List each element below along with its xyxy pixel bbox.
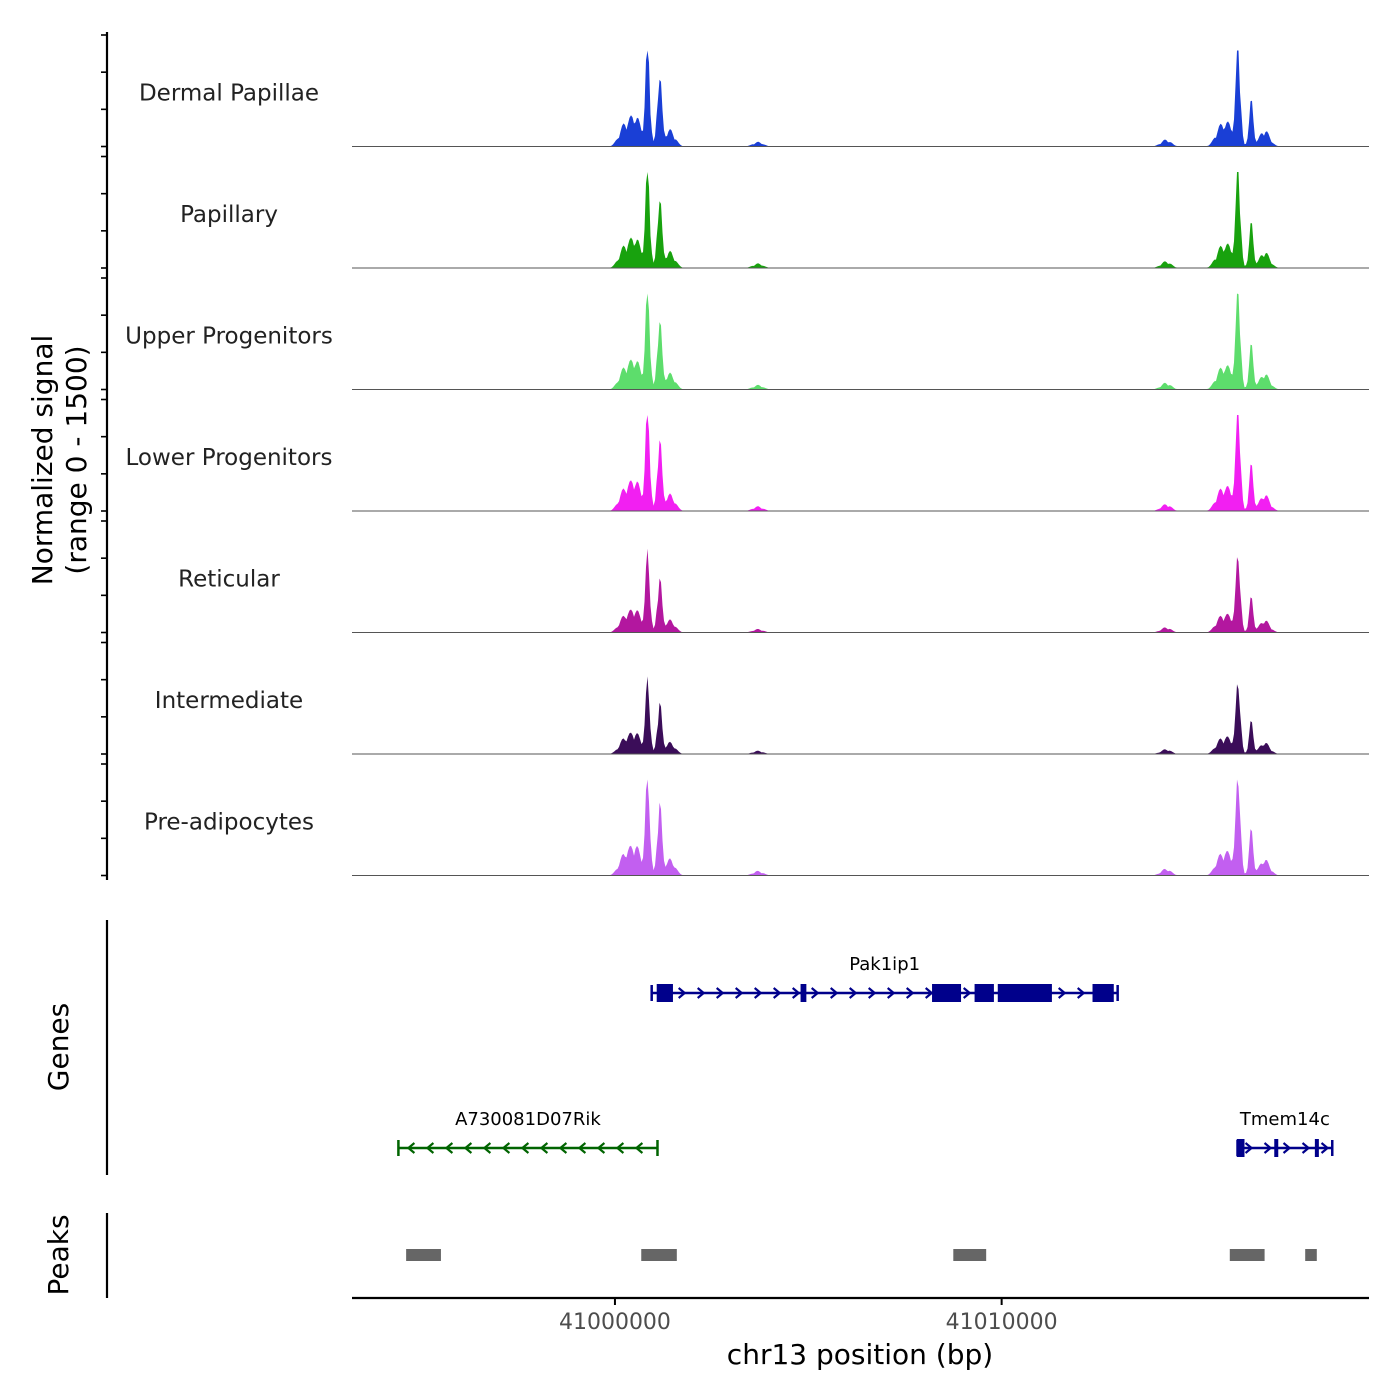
- strand-arrow: [1244, 1142, 1254, 1154]
- y-axis-title-line2: (range 0 - 1500): [60, 345, 93, 574]
- strand-arrow: [482, 1142, 492, 1154]
- strand-arrow: [520, 1142, 530, 1154]
- strand-arrow: [696, 987, 706, 999]
- strand-arrow: [558, 1142, 568, 1154]
- coverage-area: [352, 172, 1369, 268]
- gene-exon: [1092, 984, 1101, 1002]
- x-tick-label: 41010000: [946, 1310, 1058, 1335]
- strand-arrow: [905, 987, 915, 999]
- peak-regions: [406, 1249, 1317, 1261]
- gene-exon: [1314, 1139, 1319, 1157]
- peak-region: [1229, 1249, 1265, 1261]
- gene-annotations: Pak1ip1 A730081D07Rik Tmem14c: [397, 954, 1334, 1157]
- strand-arrow: [677, 987, 687, 999]
- track-label: Reticular: [178, 567, 280, 593]
- strand-arrow: [734, 987, 744, 999]
- strand-arrow: [1263, 1142, 1273, 1154]
- track-label: Pre-adipocytes: [144, 810, 314, 836]
- strand-arrow: [596, 1142, 606, 1154]
- peak-region: [953, 1249, 987, 1261]
- gene-label: A730081D07Rik: [455, 1109, 601, 1130]
- gene-exon: [1274, 1139, 1279, 1157]
- strand-arrow: [406, 1142, 416, 1154]
- strand-arrow: [829, 987, 839, 999]
- track-label: Upper Progenitors: [125, 324, 333, 350]
- gene-exon: [800, 984, 807, 1002]
- gene-exon: [932, 984, 962, 1002]
- coverage-track-4: Lower Progenitors: [126, 415, 1369, 512]
- strand-arrow: [772, 987, 782, 999]
- strand-arrow: [425, 1142, 435, 1154]
- gene-a730081d07rik: A730081D07Rik: [397, 1109, 659, 1156]
- strand-arrow: [463, 1142, 473, 1154]
- strand-arrow: [810, 987, 820, 999]
- strand-arrow: [867, 987, 877, 999]
- gene-exon: [997, 984, 1052, 1002]
- track-label: Dermal Papillae: [139, 81, 319, 107]
- strand-arrow: [539, 1142, 549, 1154]
- track-label: Lower Progenitors: [126, 445, 333, 471]
- coverage-area: [352, 548, 1369, 633]
- strand-arrow: [1282, 1142, 1292, 1154]
- y-axis-title: Normalized signal (range 0 - 1500): [26, 335, 93, 586]
- coverage-area: [352, 293, 1369, 390]
- coverage-track-1: Dermal Papillae: [139, 50, 1369, 147]
- coverage-track-2: Papillary: [180, 172, 1369, 269]
- strand-arrow: [886, 987, 896, 999]
- strand-arrow: [1301, 1142, 1311, 1154]
- x-axis-ticks: 41000000 41010000: [559, 1298, 1058, 1335]
- peaks-panel-title: Peaks: [42, 1214, 75, 1295]
- strand-arrow: [848, 987, 858, 999]
- gene-exon: [656, 984, 673, 1002]
- track-label: Papillary: [180, 202, 278, 228]
- strand-arrow: [753, 987, 763, 999]
- peak-region: [406, 1249, 441, 1261]
- coverage-area: [352, 676, 1369, 754]
- coverage-y-axis-ticks: [101, 34, 107, 877]
- gene-tmem14c: Tmem14c: [1236, 1109, 1334, 1157]
- coverage-track-5: Reticular: [178, 548, 1369, 633]
- strand-arrow: [1076, 987, 1086, 999]
- x-tick-label: 41000000: [559, 1310, 671, 1335]
- strand-arrow: [577, 1142, 587, 1154]
- strand-arrow: [715, 987, 725, 999]
- strand-arrow: [444, 1142, 454, 1154]
- strand-arrow: [924, 987, 934, 999]
- coverage-area: [352, 50, 1369, 147]
- peak-region: [1305, 1249, 1317, 1261]
- genes-panel-title: Genes: [42, 1003, 75, 1091]
- gene-label: Tmem14c: [1239, 1109, 1330, 1130]
- strand-arrow: [791, 987, 801, 999]
- coverage-tracks: Dermal Papillae Papillary Upper Progenitor…: [125, 50, 1369, 876]
- strand-arrow: [501, 1142, 511, 1154]
- x-axis-title: chr13 position (bp): [727, 1338, 993, 1371]
- peak-region: [641, 1249, 677, 1261]
- gene-pak1ip1: Pak1ip1: [650, 954, 1119, 1002]
- strand-arrow: [615, 1142, 625, 1154]
- coverage-area: [352, 779, 1369, 876]
- y-axis-title-line1: Normalized signal: [26, 335, 59, 586]
- strand-arrow: [1057, 987, 1067, 999]
- gene-label: Pak1ip1: [849, 954, 920, 975]
- track-label: Intermediate: [155, 688, 303, 714]
- gene-exon: [1236, 1139, 1245, 1157]
- coverage-track-7: Pre-adipocytes: [144, 779, 1369, 876]
- gene-exon: [1098, 984, 1114, 1002]
- strand-arrow: [634, 1142, 644, 1154]
- coverage-track-3: Upper Progenitors: [125, 293, 1369, 390]
- coverage-track-6: Intermediate: [155, 676, 1369, 755]
- strand-arrow: [1320, 1142, 1330, 1154]
- coverage-area: [352, 415, 1369, 511]
- gene-exon: [974, 984, 994, 1002]
- strand-arrow: [962, 987, 972, 999]
